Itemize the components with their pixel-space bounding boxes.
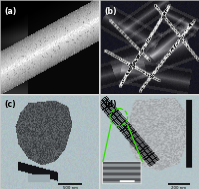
Text: (b): (b) [104, 7, 117, 15]
Text: 200 nm: 200 nm [171, 186, 186, 189]
Text: (d): (d) [104, 100, 117, 109]
Text: 500 nm: 500 nm [63, 186, 78, 189]
Text: (a): (a) [4, 7, 16, 15]
Text: (c): (c) [4, 100, 16, 109]
